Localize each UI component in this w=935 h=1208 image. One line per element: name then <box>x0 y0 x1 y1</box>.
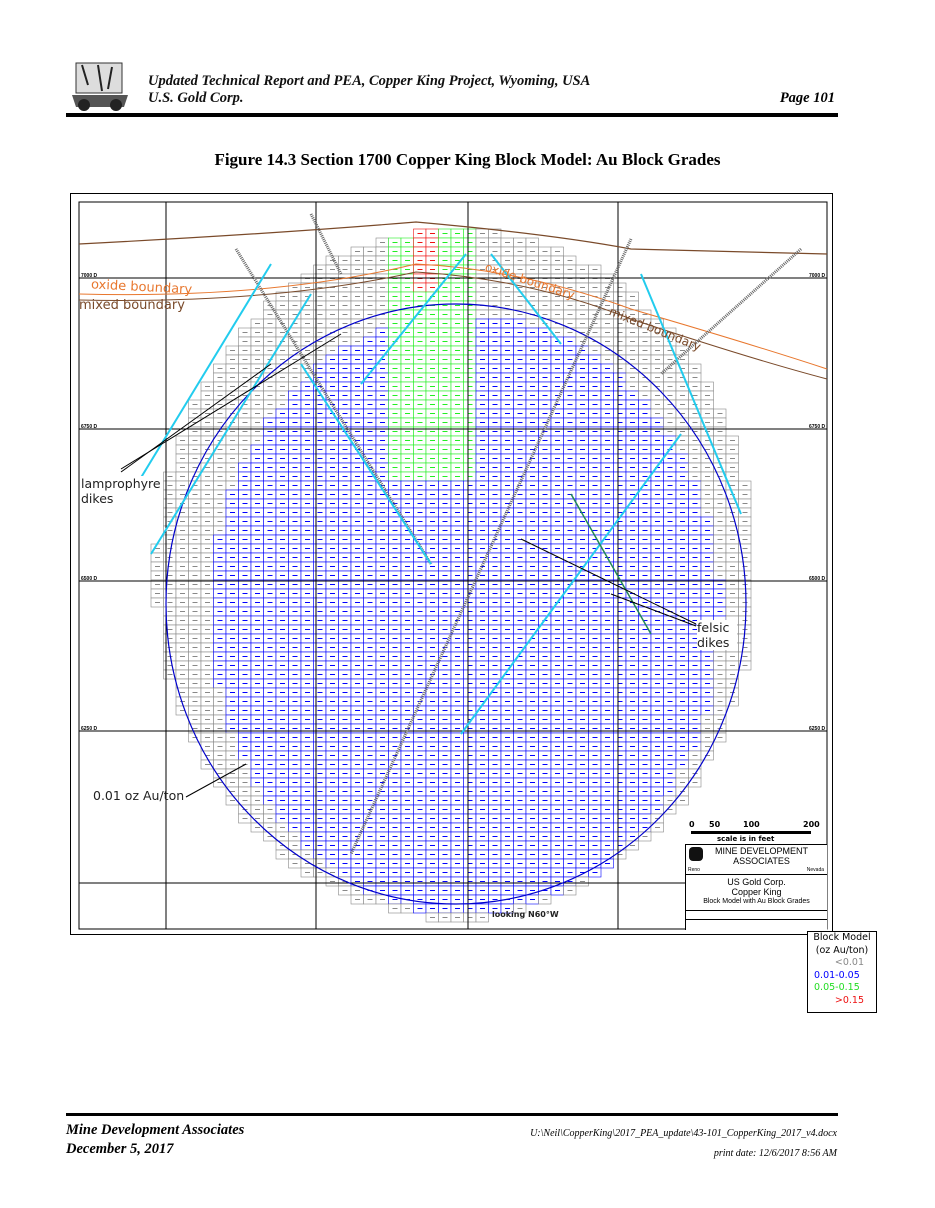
company-name: U.S. Gold Corp. <box>148 90 244 106</box>
report-title: Updated Technical Report and PEA, Copper… <box>148 73 591 89</box>
header-rule <box>66 113 838 117</box>
page-number: Page 101 <box>779 90 835 106</box>
company-logo-icon <box>72 62 128 111</box>
figure-title: Figure 14.3 Section 1700 Copper King Blo… <box>214 150 721 169</box>
plot-border <box>78 201 828 930</box>
header-title-block: Updated Technical Report and PEA, Copper… <box>148 73 590 107</box>
figure-frame: 7000 D 7000 D 6750 D 6750 D 6500 D 6500 D 6250… <box>70 193 877 1013</box>
